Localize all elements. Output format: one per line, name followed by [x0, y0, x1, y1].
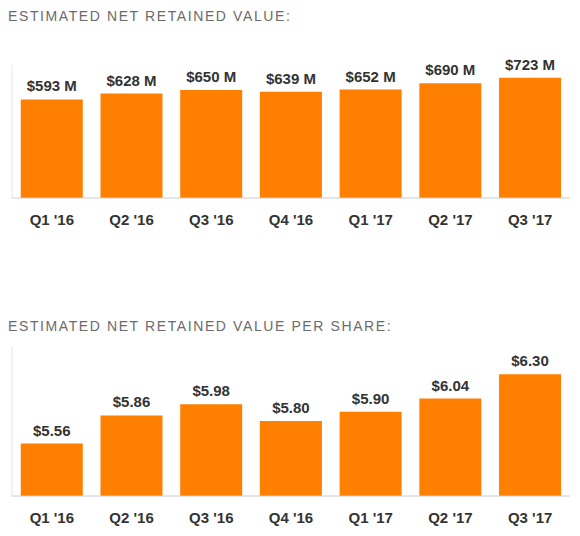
svg-text:$593 M: $593 M [27, 77, 77, 94]
svg-text:$5.98: $5.98 [192, 382, 230, 399]
svg-text:Q2 '16: Q2 '16 [109, 509, 153, 526]
svg-text:$639 M: $639 M [266, 70, 316, 87]
svg-text:$5.86: $5.86 [113, 393, 151, 410]
svg-text:Q3 '16: Q3 '16 [189, 211, 233, 228]
svg-text:Q3 '16: Q3 '16 [189, 509, 233, 526]
svg-text:$650 M: $650 M [186, 68, 236, 85]
svg-text:Q1 '17: Q1 '17 [348, 211, 392, 228]
svg-text:Q3 '17: Q3 '17 [508, 211, 552, 228]
svg-text:$723 M: $723 M [505, 56, 555, 73]
svg-text:$5.90: $5.90 [352, 390, 390, 407]
svg-text:Q4 '16: Q4 '16 [269, 509, 313, 526]
svg-text:Q3 '17: Q3 '17 [508, 509, 552, 526]
svg-text:$6.04: $6.04 [432, 377, 470, 394]
svg-text:$652 M: $652 M [346, 68, 396, 85]
svg-text:Q2 '16: Q2 '16 [109, 211, 153, 228]
svg-text:Q2 '17: Q2 '17 [428, 509, 472, 526]
html-text:ESTIMATED NET RETAINED VALUE:: ESTIMATED NET RETAINED VALUE: [8, 8, 292, 24]
svg-text:Q1 '16: Q1 '16 [30, 509, 74, 526]
svg-text:$690 M: $690 M [425, 61, 475, 78]
svg-text:$5.56: $5.56 [33, 422, 71, 439]
svg-text:$6.30: $6.30 [511, 352, 549, 369]
svg-text:Q2 '17: Q2 '17 [428, 211, 472, 228]
svg-text:Q1 '17: Q1 '17 [348, 509, 392, 526]
html-text:ESTIMATED NET RETAINED VALUE P: ESTIMATED NET RETAINED VALUE PER SHARE: [8, 318, 393, 334]
svg-text:$628 M: $628 M [106, 72, 156, 89]
svg-text:$5.80: $5.80 [272, 399, 310, 416]
svg-text:Q1 '16: Q1 '16 [30, 211, 74, 228]
svg-text:Q4 '16: Q4 '16 [269, 211, 313, 228]
